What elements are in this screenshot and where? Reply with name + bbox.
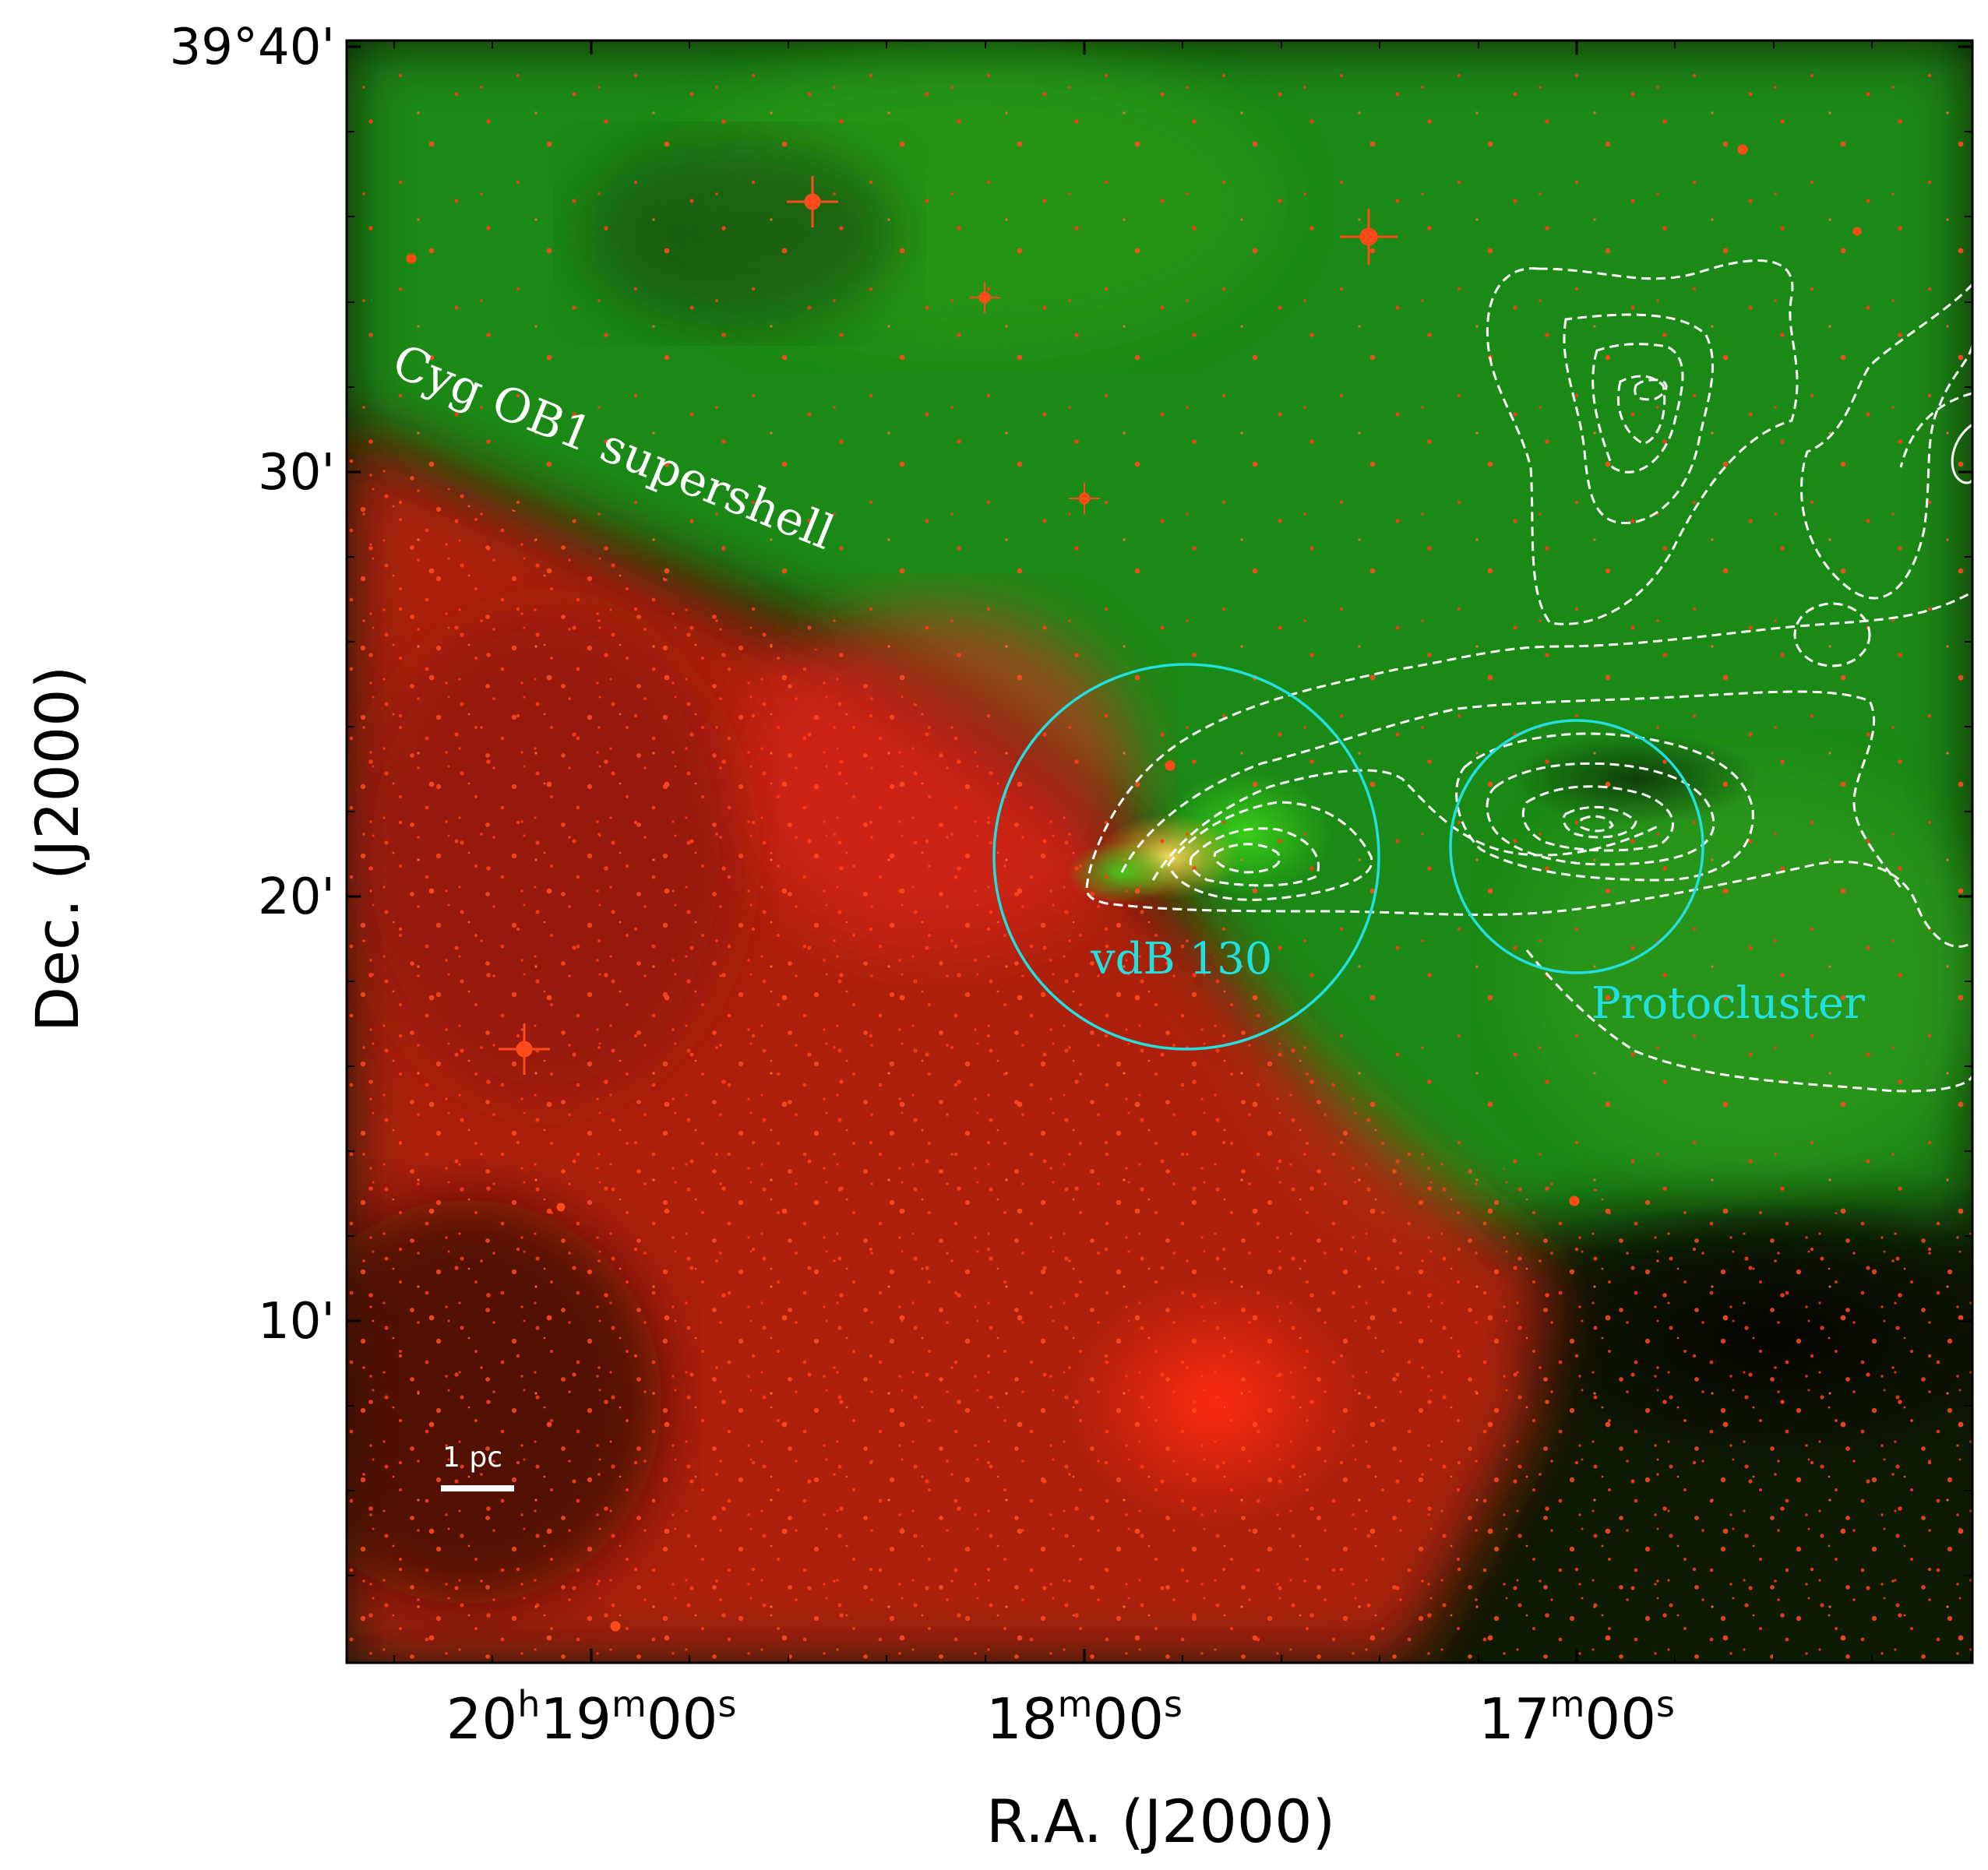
x-tick-label: 20h19m00s: [446, 1683, 737, 1752]
plot-frame: [345, 39, 1974, 1664]
region-circles: [992, 663, 1704, 1051]
y-ticks: [347, 45, 1972, 1576]
vdb130-circle: [992, 663, 1380, 1051]
contours: [1085, 259, 1972, 1093]
x-ticks: [393, 40, 1972, 1663]
y-tick-labels: 39°40' 30' 20' 10': [170, 19, 335, 1351]
y-axis-label: Dec. (J2000): [23, 666, 92, 1033]
scale-bar: 1 pc: [441, 1442, 514, 1491]
vdb130-label: vdB 130: [1090, 934, 1272, 984]
protocluster-label: Protocluster: [1591, 978, 1865, 1029]
protocluster-circle: [1449, 719, 1704, 974]
y-tick-label: 39°40': [170, 19, 335, 76]
y-tick-label: 20': [258, 868, 335, 926]
x-tick-label: 17m00s: [1479, 1683, 1675, 1752]
x-axis-label: R.A. (J2000): [986, 1787, 1335, 1856]
x-tick-label: 18m00s: [986, 1683, 1183, 1752]
bright-stars: [406, 144, 1862, 1632]
y-tick-label: 10': [258, 1293, 335, 1351]
scale-bar-label: 1 pc: [442, 1442, 502, 1474]
y-tick-label: 30': [258, 444, 335, 502]
sky-image: [347, 40, 1972, 1663]
x-tick-labels: 20h19m00s 18m00s 17m00s: [446, 1683, 1675, 1752]
